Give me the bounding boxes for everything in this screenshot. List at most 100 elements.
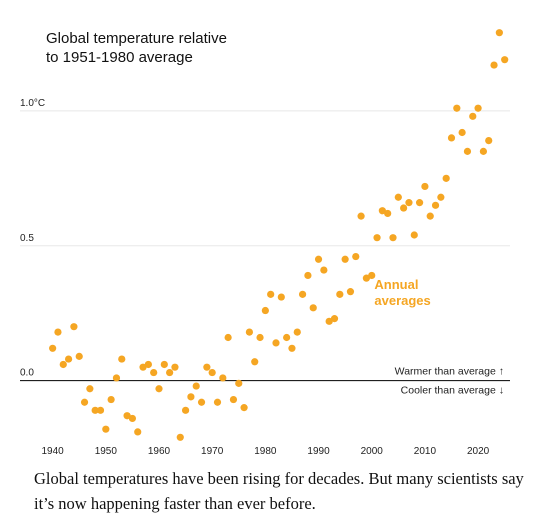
data-point <box>495 29 503 37</box>
data-point <box>208 368 216 377</box>
data-point <box>155 385 163 393</box>
x-tick-label: 2000 <box>361 446 384 457</box>
data-point <box>389 234 397 242</box>
y-tick-label: 0.0 <box>20 368 34 379</box>
data-point <box>346 288 355 296</box>
data-point <box>229 395 238 404</box>
x-tick-label: 2020 <box>467 446 490 457</box>
data-point <box>49 344 57 352</box>
x-tick-label: 1990 <box>307 446 330 457</box>
annual-averages-series <box>49 29 509 441</box>
data-point <box>405 199 413 207</box>
x-tick-label: 2010 <box>414 446 437 457</box>
data-point <box>267 290 275 298</box>
x-tick-label: 1960 <box>148 446 171 457</box>
data-point <box>288 344 296 352</box>
chart-title-line-1: Global temperature relative <box>46 30 227 47</box>
data-point <box>187 393 195 401</box>
data-point <box>501 56 509 64</box>
data-point <box>219 374 227 382</box>
data-point <box>192 382 200 390</box>
data-point <box>410 231 418 239</box>
data-point <box>150 368 158 377</box>
data-point <box>240 404 248 412</box>
data-point <box>224 333 232 342</box>
data-point <box>373 234 381 242</box>
data-point <box>341 255 349 263</box>
annotation-label-line-1: Annual <box>374 277 418 292</box>
data-point <box>415 199 424 207</box>
data-point <box>283 333 291 342</box>
data-point <box>261 306 269 315</box>
data-point <box>336 290 344 298</box>
data-point <box>442 174 450 182</box>
data-point <box>368 271 376 280</box>
data-point <box>453 104 461 112</box>
data-point <box>458 128 466 137</box>
data-point <box>463 147 472 155</box>
data-point <box>304 271 312 280</box>
data-point <box>352 252 360 261</box>
temperature-chart: Global temperature relative to 1951-1980… <box>20 29 510 457</box>
data-point <box>479 147 488 155</box>
data-point <box>139 363 147 371</box>
data-point <box>86 385 94 393</box>
data-point <box>59 360 67 369</box>
data-point <box>64 355 73 363</box>
chart-caption: Global temperatures have been rising for… <box>34 469 524 513</box>
data-point <box>293 328 301 336</box>
data-point <box>362 274 371 282</box>
x-tick-label: 1940 <box>42 446 65 457</box>
data-point <box>171 363 179 371</box>
data-point <box>325 317 333 325</box>
gridlines <box>20 110 510 382</box>
data-point <box>330 315 339 323</box>
data-point <box>245 328 254 336</box>
data-point <box>400 204 408 212</box>
warmer-than-average-label: Warmer than average ↑ <box>395 366 504 378</box>
y-tick-label: 0.5 <box>20 233 34 244</box>
data-point <box>134 428 142 436</box>
data-point <box>160 360 168 369</box>
data-point <box>431 201 440 209</box>
data-point <box>469 112 477 120</box>
x-tick-label: 1950 <box>95 446 118 457</box>
data-point <box>176 433 184 441</box>
data-point <box>80 398 89 406</box>
data-point <box>107 395 115 404</box>
data-point <box>277 293 285 301</box>
data-point <box>128 414 137 423</box>
data-point <box>256 333 264 342</box>
data-point <box>181 406 190 414</box>
data-point <box>485 136 493 145</box>
data-point <box>213 398 222 406</box>
data-point <box>394 193 402 201</box>
x-tick-label: 1980 <box>254 446 277 457</box>
data-point <box>70 323 78 331</box>
data-point <box>320 266 328 274</box>
x-axis-ticks: 1940 1950 1960 1970 1980 1990 2000 2010 2020 <box>42 446 490 457</box>
data-point <box>144 360 152 369</box>
annotation-label-line-2: averages <box>374 293 430 308</box>
chart-title-line-2: to 1951-1980 average <box>46 49 193 66</box>
data-point <box>490 61 498 69</box>
data-point <box>384 209 392 218</box>
data-point <box>75 352 83 360</box>
data-point <box>102 425 110 433</box>
x-tick-label: 1970 <box>201 446 224 457</box>
data-point <box>96 406 105 414</box>
data-point <box>421 182 429 191</box>
y-tick-label: 1.0°C <box>20 98 45 109</box>
data-point <box>235 379 243 387</box>
data-point <box>309 304 317 312</box>
data-point <box>437 193 445 201</box>
data-point <box>197 398 206 406</box>
data-point <box>112 374 121 382</box>
data-point <box>447 134 456 142</box>
cooler-than-average-label: Cooler than average ↓ <box>401 385 504 397</box>
data-point <box>166 368 174 377</box>
data-point <box>251 358 259 366</box>
data-point <box>272 339 280 347</box>
data-point <box>123 412 131 420</box>
data-point <box>118 355 126 363</box>
